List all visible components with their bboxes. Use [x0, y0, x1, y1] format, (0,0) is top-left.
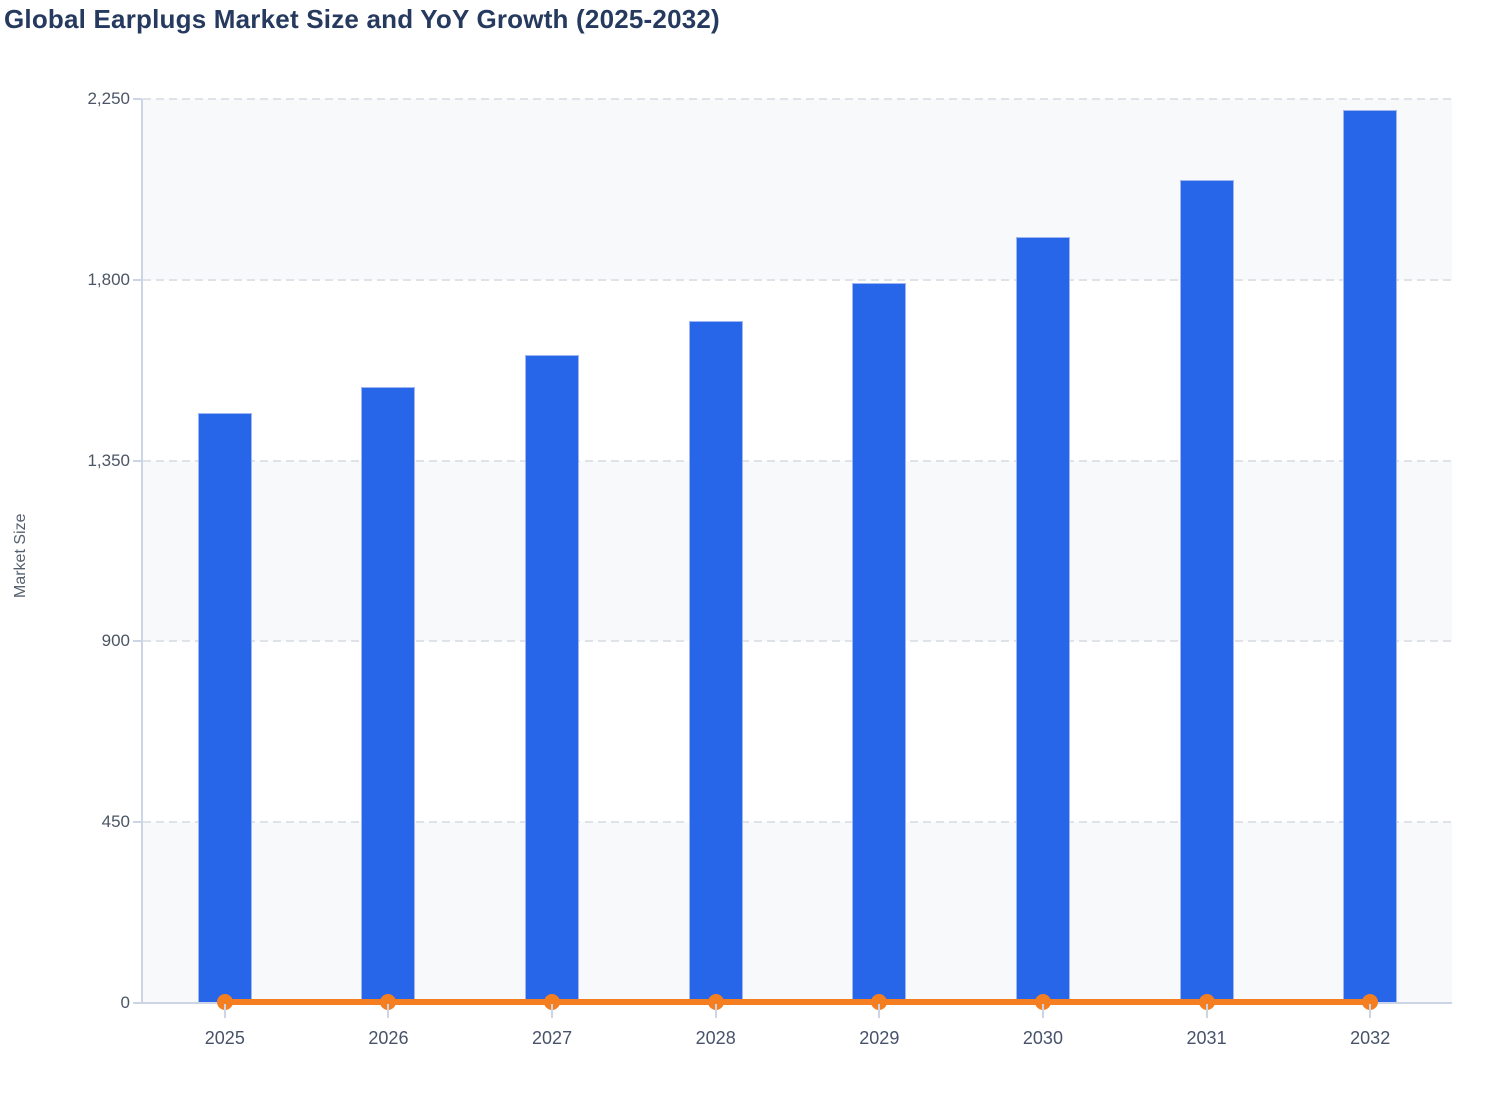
y-tick-label-0: 0	[120, 993, 130, 1012]
x-axis-tick	[714, 1004, 717, 1018]
x-tick-label-2029: 2029	[859, 1028, 900, 1048]
bar-2032[interactable]	[1343, 110, 1398, 1002]
gridline	[143, 98, 1452, 100]
x-axis-tick	[878, 1004, 881, 1018]
gridline	[143, 640, 1452, 643]
x-tick-label-2026: 2026	[368, 1028, 409, 1048]
y-axis-tick	[133, 1002, 142, 1004]
yoy-point-2028[interactable]	[707, 994, 724, 1010]
bar-2028[interactable]	[688, 321, 743, 1002]
chart-title: Global Earplugs Market Size and YoY Grow…	[4, 4, 720, 34]
yoy-growth-line	[224, 999, 1371, 1005]
yoy-point-2029[interactable]	[871, 994, 888, 1010]
y-axis-tick	[133, 821, 142, 824]
y-axis-tick	[133, 640, 142, 643]
y-tick-label-450: 450	[101, 812, 130, 832]
x-axis-tick	[551, 1004, 554, 1018]
bar-2030[interactable]	[1015, 236, 1070, 1002]
plot-band	[143, 460, 1452, 642]
y-axis-title: Market Size	[12, 513, 29, 598]
plot-band	[143, 822, 1452, 1003]
x-axis-tick	[1041, 1004, 1044, 1018]
plot-band	[143, 279, 1452, 461]
yoy-point-2027[interactable]	[544, 994, 561, 1010]
x-tick-label-2032: 2032	[1350, 1028, 1391, 1048]
y-axis-tick	[133, 459, 142, 462]
bar-2029[interactable]	[852, 282, 907, 1002]
gridline	[143, 278, 1452, 281]
x-axis-tick	[223, 1004, 226, 1018]
x-axis-tick	[387, 1004, 390, 1018]
gridline	[143, 821, 1452, 824]
y-tick-label-900: 900	[101, 631, 130, 651]
bar-2026[interactable]	[361, 387, 416, 1002]
bar-2031[interactable]	[1179, 180, 1234, 1002]
yoy-point-2031[interactable]	[1198, 994, 1215, 1010]
y-axis-tick	[133, 98, 142, 100]
x-tick-label-2025: 2025	[204, 1028, 245, 1048]
bar-2025[interactable]	[197, 413, 252, 1002]
bar-2027[interactable]	[525, 355, 580, 1002]
y-tick-label-2250: 2,250	[87, 89, 130, 108]
x-tick-label-2028: 2028	[695, 1028, 736, 1048]
x-tick-label-2027: 2027	[532, 1028, 573, 1048]
y-tick-label-1350: 1,350	[87, 450, 130, 470]
plot-band	[143, 641, 1452, 823]
x-tick-label-2030: 2030	[1022, 1028, 1063, 1048]
yoy-point-2025[interactable]	[216, 994, 233, 1010]
yoy-point-2026[interactable]	[380, 994, 397, 1010]
x-tick-label-2031: 2031	[1186, 1028, 1227, 1048]
x-axis-tick	[1205, 1004, 1208, 1018]
plot-area	[133, 98, 1452, 1010]
plot-band	[143, 99, 1452, 280]
y-axis-tick	[133, 278, 142, 281]
gridline	[143, 459, 1452, 462]
y-tick-label-1800: 1,800	[87, 269, 130, 289]
x-axis-tick	[1369, 1004, 1372, 1018]
y-axis-line	[141, 99, 143, 1003]
yoy-point-2032[interactable]	[1362, 994, 1379, 1010]
yoy-point-2030[interactable]	[1034, 994, 1051, 1010]
